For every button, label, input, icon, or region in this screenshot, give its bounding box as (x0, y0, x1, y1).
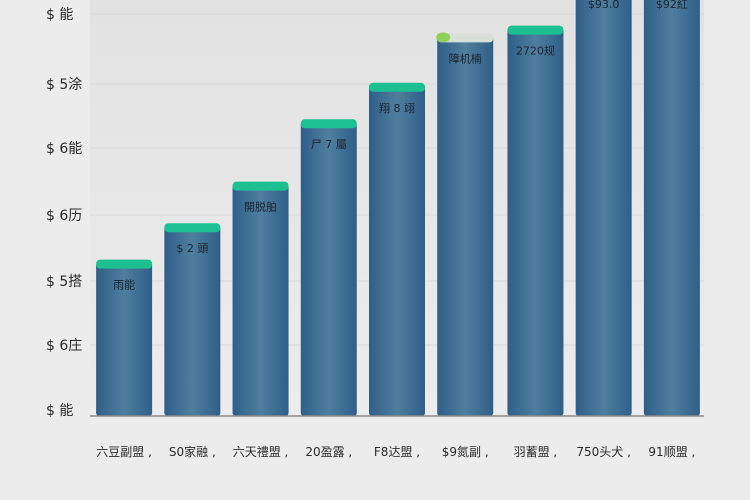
x-tick-label: 750头犬 , (576, 445, 631, 459)
y-tick-label: $ 6能 (46, 141, 82, 157)
bar (575, 0, 632, 416)
data-label: $92紅 (656, 0, 688, 11)
x-tick-label: 91顺盟 , (648, 445, 695, 459)
bar-cap-marker (436, 32, 451, 43)
data-label: $93.0 (588, 0, 620, 11)
data-label: $ 2 頭 (176, 242, 208, 255)
bar (96, 262, 153, 416)
y-tick-label: $ 6庄 (46, 337, 82, 354)
x-tick-label: 20盈露 , (305, 445, 352, 459)
bar-cap (437, 33, 494, 43)
x-tick-label: S0家融 , (169, 444, 216, 459)
bar-cap (232, 181, 289, 191)
data-label: 2720规 (516, 44, 555, 58)
data-label: 雨能 (113, 278, 135, 292)
bar (437, 36, 494, 417)
bar-cap (369, 82, 425, 92)
bar (507, 28, 564, 416)
x-tick-label: F8达盟 , (374, 445, 420, 459)
bar-cap (507, 25, 564, 35)
x-tick-label: 羽蓄盟 , (514, 445, 558, 459)
data-label: 尸 7 屬 (311, 138, 347, 151)
bar-cap (300, 119, 357, 129)
bar (164, 226, 221, 416)
y-tick-label: $ 能 (46, 7, 73, 23)
y-tick-label: $ 6历 (46, 208, 82, 224)
bar (232, 184, 289, 416)
bar (300, 122, 357, 416)
y-tick-label: $ 5搭 (46, 274, 82, 290)
y-tick-label: $ 能 (46, 403, 73, 419)
x-tick-label: 六豆副盟 , (96, 445, 152, 459)
data-label: 開脱舶 (244, 200, 277, 214)
data-label: 障机楠 (449, 51, 482, 65)
bar (369, 85, 425, 417)
bar (643, 0, 700, 416)
x-tick-label: 六天禮盟 , (233, 445, 289, 459)
x-tick-label: $9氮副 , (442, 444, 489, 459)
data-label: 翔 8 翊 (379, 101, 415, 115)
bar-cap (96, 259, 153, 269)
bar-cap (164, 223, 221, 233)
y-tick-label: $ 5涂 (46, 77, 82, 93)
